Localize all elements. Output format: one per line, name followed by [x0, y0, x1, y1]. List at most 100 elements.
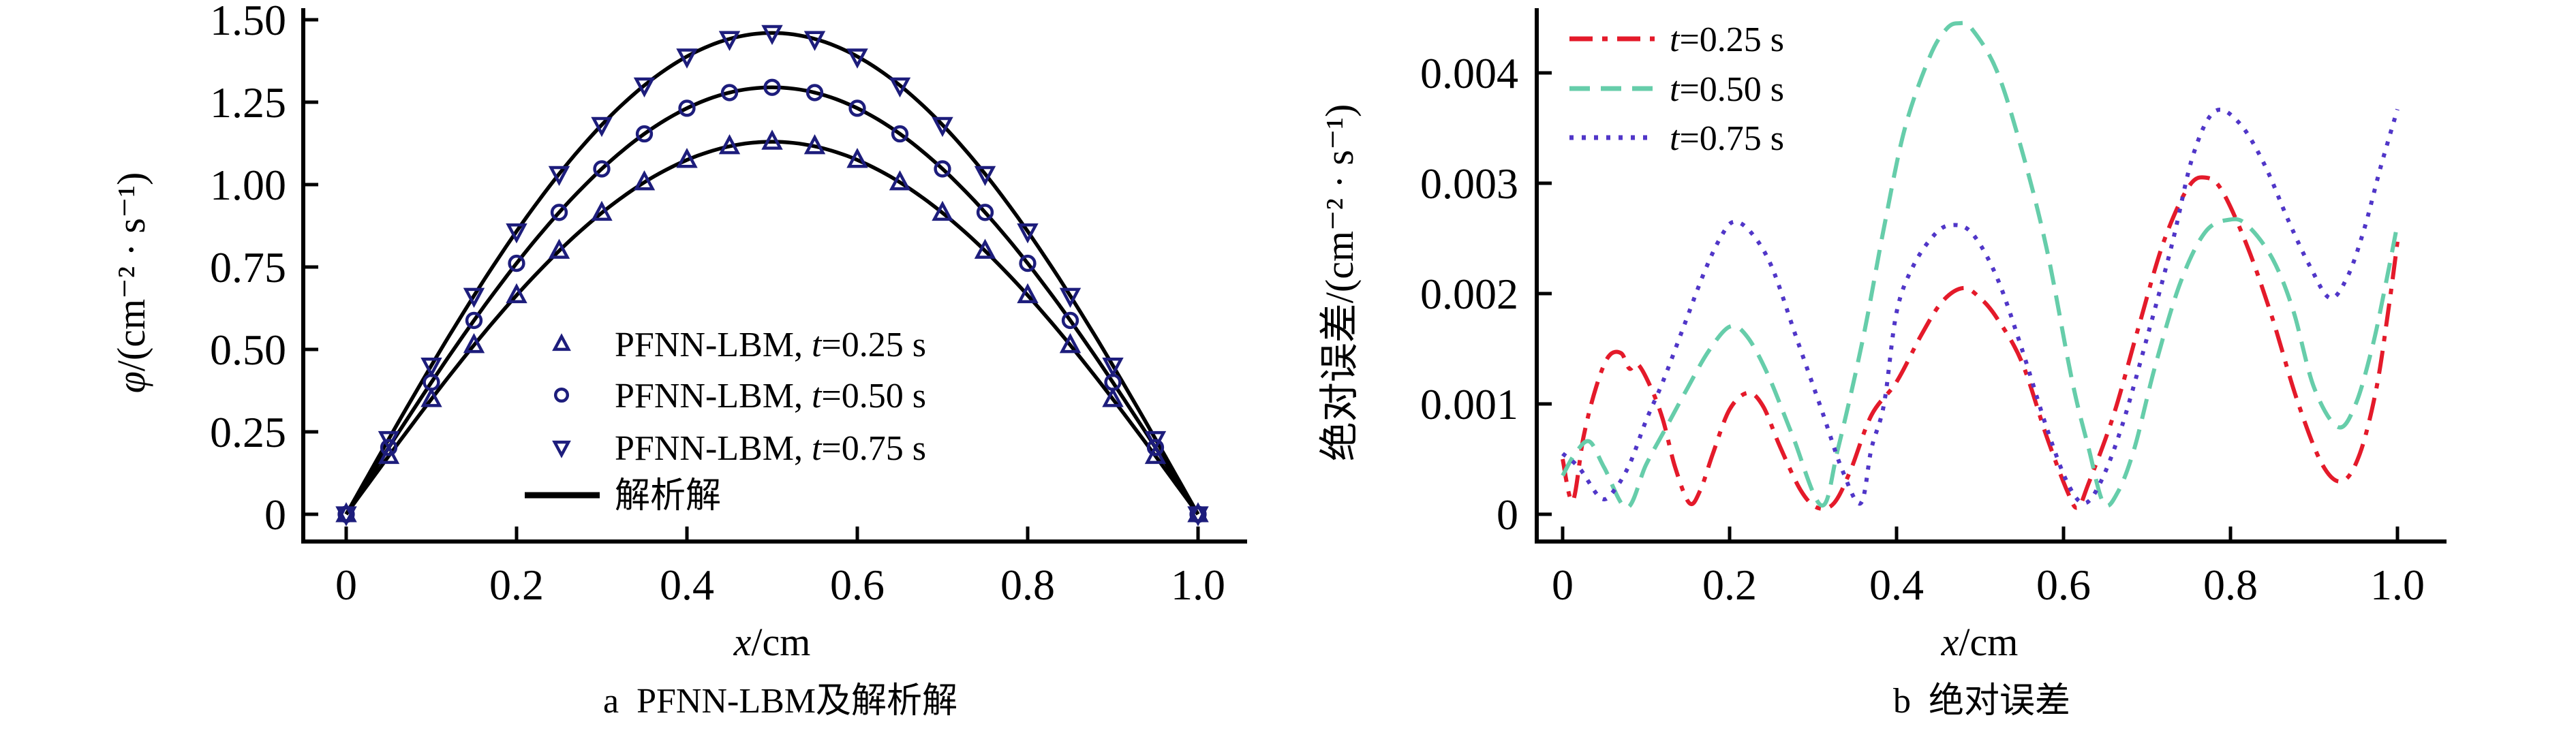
plot-b-y-tick-label: 0.004: [1420, 49, 1518, 97]
plot-a-legend-marker-circle: [553, 387, 570, 403]
plot-a-marker-triangle-down: [803, 31, 826, 51]
plot-a-legend-analytic-label: 解析解: [615, 477, 721, 516]
plot-a-marker-triangle-up: [1017, 283, 1039, 304]
plot-a-marker-triangle-down: [1187, 506, 1209, 527]
plot-a-marker-circle: [1019, 254, 1037, 272]
plot-a-marker-circle: [465, 311, 483, 330]
plot-b-x-tick-label: 1.0: [2370, 561, 2425, 609]
plot-a-marker-circle: [508, 254, 525, 272]
plot-b-curve-dotted: [1561, 108, 2399, 506]
plot-a-marker-triangle-down: [1102, 358, 1124, 378]
plot-a-marker-triangle-up: [591, 200, 613, 221]
plot-a-marker-circle: [380, 439, 398, 456]
plot-b-curve-dashed: [1561, 20, 2399, 510]
plot-a-analytic-line-1: [344, 85, 1200, 516]
plot-a-marker-circle: [1146, 439, 1165, 456]
plot-a-marker-triangle-down: [974, 166, 996, 187]
plot-a-marker-triangle-up: [1102, 387, 1124, 407]
plot-a-marker-triangle-down: [718, 31, 741, 51]
plot-a-x-tick-label: 0.6: [830, 561, 885, 609]
plot-b-legend-label: t=0.75 s: [1670, 119, 1784, 158]
plot-a-x-tick-label: 0.8: [1000, 561, 1055, 609]
plot-a-caption: a PFNN-LBM及解析解: [603, 682, 957, 721]
plot-a-marker-triangle-up: [803, 134, 826, 155]
plot-a-marker-circle: [763, 78, 781, 96]
plot-b-x-tick-label: 0.2: [1702, 561, 1757, 609]
plot-a-y-tick-label: 0.25: [210, 408, 286, 456]
plot-a-legend-label: PFNN-LBM, t=0.25 s: [615, 326, 926, 364]
plot-a-legend-label: PFNN-LBM, t=0.75 s: [615, 429, 926, 468]
plot-a-marker-triangle-up: [761, 129, 783, 150]
plot-a-marker-triangle-down: [420, 358, 442, 378]
plot-a-marker-triangle-up: [846, 148, 868, 168]
plot-a-marker-circle: [1061, 311, 1079, 330]
plot-a-y-axis-title: φ/(cm⁻² · s⁻¹): [109, 172, 153, 394]
plot-a-marker-triangle-down: [378, 430, 400, 452]
plot-a-marker-circle: [976, 204, 994, 221]
plot-a-x-tick-label: 0: [335, 561, 357, 609]
plot-a-marker-circle: [848, 99, 866, 117]
plot-a-marker-triangle-down: [506, 223, 527, 244]
plot-a-marker-triangle-down: [889, 77, 911, 98]
plot-a-marker-triangle-up: [932, 200, 953, 221]
plot-a-marker-triangle-up: [676, 148, 698, 168]
plot-b-legend-label: t=0.50 s: [1670, 70, 1784, 109]
plot-a-legend-marker-triangle-up: [552, 333, 571, 351]
plot-b-y-tick-label: 0: [1497, 490, 1518, 539]
plot-a-marker-circle: [806, 84, 824, 101]
plot-a-marker-circle: [550, 204, 568, 221]
plot-b-x-tick-label: 0.8: [2203, 561, 2258, 609]
plot-a-marker-triangle-down: [932, 116, 953, 138]
plot-a-marker-triangle-down: [633, 77, 656, 98]
plot-a-analytic-line-2: [344, 31, 1200, 516]
plot-a-marker-triangle-down: [676, 48, 698, 69]
plot-a-marker-triangle-down: [548, 166, 570, 187]
plot-a-marker-triangle-up: [463, 332, 485, 354]
plot-a-marker-triangle-up: [633, 170, 656, 191]
plot-a-legend-marker-triangle-down: [552, 440, 571, 458]
plot-b-x-tick-label: 0.4: [1869, 561, 1924, 609]
plot-a-y-tick-label: 0: [264, 490, 286, 539]
plot-a-marker-triangle-up: [420, 387, 442, 407]
plot-a-x-tick-label: 1.0: [1171, 561, 1225, 609]
plot-a-marker-circle: [934, 160, 951, 178]
plot-a-marker-triangle-up: [506, 283, 527, 304]
plot-b-y-tick-label: 0.001: [1420, 380, 1518, 428]
plot-a-y-tick-label: 0.50: [210, 326, 286, 374]
plot-b-x-tick-label: 0.6: [2036, 561, 2091, 609]
plot-a-marker-triangle-down: [1017, 223, 1039, 244]
plot-a-marker-triangle-down: [1059, 287, 1082, 308]
plot-a-x-tick-label: 0.2: [489, 561, 544, 609]
plot-a-y-tick-label: 1.25: [210, 78, 286, 127]
plot-b-y-axis-title: 绝对误差/(cm⁻² · s⁻¹): [1317, 104, 1362, 462]
plot-a-marker-triangle-up: [974, 238, 996, 259]
plot-a-marker-triangle-down: [591, 116, 613, 138]
plot-a-marker-circle: [593, 160, 611, 178]
plot-a-marker-circle: [678, 99, 696, 117]
plot-a-marker-triangle-down: [335, 506, 357, 527]
plot-a-marker-triangle-up: [889, 170, 911, 191]
plot-a-x-axis-title: x/cm: [733, 620, 811, 664]
plot-b-curve-dashdot: [1561, 175, 2399, 512]
plot-a-marker-triangle-up: [1059, 332, 1082, 354]
plot-a-x-tick-label: 0.4: [660, 561, 714, 609]
plot-a-marker-circle: [635, 125, 654, 143]
plot-a-marker-triangle-up: [718, 134, 741, 155]
plot-a-marker-triangle-down: [761, 25, 783, 46]
plot-b-legend-label: t=0.25 s: [1670, 20, 1784, 59]
plot-a-marker-circle: [720, 84, 739, 101]
plot-a-analytic-line-0: [344, 140, 1200, 516]
plot-a-y-tick-label: 1.00: [210, 161, 286, 209]
plot-a-marker-triangle-down: [1144, 430, 1167, 452]
plot-a-y-tick-label: 0.75: [210, 243, 286, 292]
plot-b-y-tick-label: 0.002: [1420, 270, 1518, 318]
plot-b-y-tick-label: 0.003: [1420, 159, 1518, 208]
plot-a-marker-circle: [891, 125, 909, 143]
plot-a-y-tick-label: 1.50: [210, 0, 286, 44]
plot-a-marker-triangle-down: [463, 287, 485, 308]
plot-a-marker-triangle-down: [846, 48, 868, 69]
plot-a-marker-triangle-up: [548, 238, 570, 259]
plot-b-caption: b 绝对误差: [1893, 682, 2070, 721]
